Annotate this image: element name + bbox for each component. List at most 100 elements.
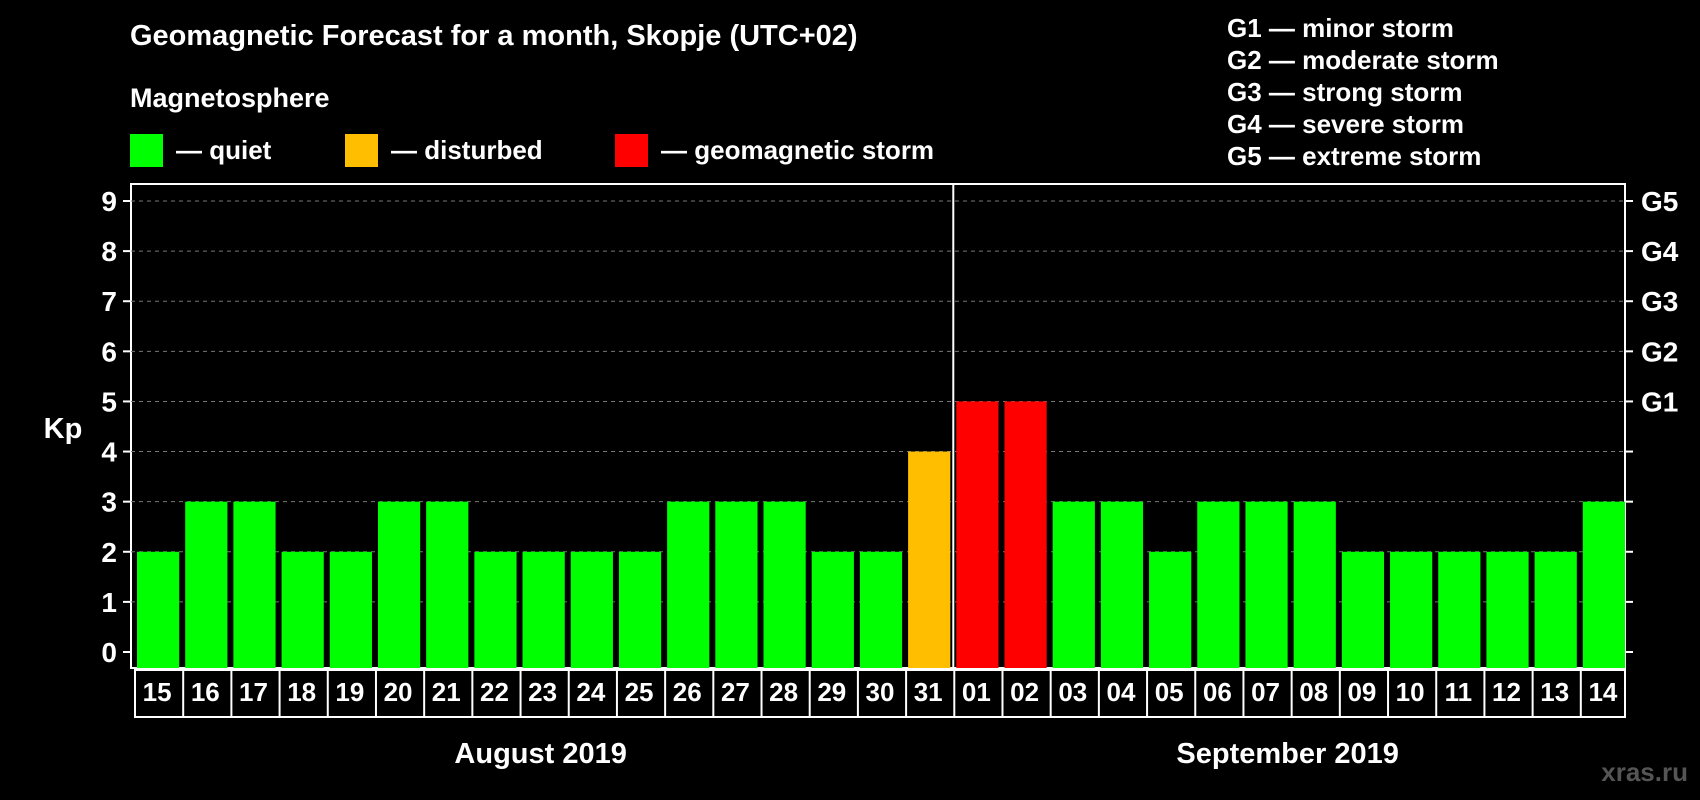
bar	[426, 501, 469, 668]
bar	[1197, 501, 1240, 668]
x-tick-label: 24	[576, 677, 605, 707]
date-row-frame	[134, 669, 1626, 718]
x-tick-label: 14	[1588, 677, 1617, 707]
bar	[1149, 551, 1192, 668]
bar	[908, 451, 951, 668]
bar	[1341, 551, 1385, 668]
g-scale-label: G1	[1641, 386, 1678, 417]
legend-item-quiet: — quiet	[130, 133, 271, 167]
bar	[522, 551, 565, 668]
bar	[715, 501, 758, 668]
x-tick-label: 03	[1058, 677, 1087, 707]
bar	[763, 501, 806, 668]
legend-item-disturbed: — disturbed	[345, 133, 543, 167]
x-tick-label: 07	[1251, 677, 1280, 707]
x-tick-label: 04	[1107, 677, 1136, 707]
bar	[618, 551, 662, 668]
legend-swatch-quiet	[130, 133, 163, 167]
y-tick-label: 5	[101, 386, 117, 417]
x-tick-label: 21	[432, 677, 461, 707]
legend-item-storm: — geomagnetic storm	[615, 133, 934, 167]
y-tick-label: 8	[101, 236, 117, 267]
x-tick-label: 08	[1299, 677, 1328, 707]
x-tick-label: 16	[191, 677, 220, 707]
bar	[667, 501, 710, 668]
bar	[185, 501, 228, 668]
y-tick-label: 6	[101, 336, 117, 367]
bar	[1100, 501, 1144, 668]
storm-scale-g3: G3 — strong storm	[1227, 77, 1463, 107]
g-scale-label: G3	[1641, 286, 1678, 317]
storm-scale-g5: G5 — extreme storm	[1227, 141, 1482, 171]
bar	[1052, 501, 1095, 668]
bar	[570, 551, 613, 668]
bar	[329, 551, 372, 668]
legend-label-quiet: — quiet	[176, 134, 272, 165]
x-tick-label: 02	[1010, 677, 1039, 707]
chart-subtitle: Magnetosphere	[130, 83, 330, 113]
g-scale-label: G2	[1641, 336, 1678, 367]
bar	[233, 501, 276, 668]
y-tick-label: 2	[101, 537, 117, 568]
bar	[137, 551, 180, 668]
g-scale-label: G5	[1641, 186, 1678, 217]
bar	[1293, 501, 1336, 668]
x-tick-label: 06	[1203, 677, 1232, 707]
y-tick-label: 1	[101, 587, 117, 618]
x-tick-label: 28	[769, 677, 798, 707]
legend-swatch-disturbed	[345, 133, 378, 167]
x-tick-label: 26	[673, 677, 702, 707]
x-tick-label: 23	[528, 677, 557, 707]
x-tick-label: 22	[480, 677, 509, 707]
bar	[1582, 501, 1625, 668]
x-tick-label: 12	[1492, 677, 1521, 707]
x-tick-label: 15	[143, 677, 172, 707]
bar	[1390, 551, 1433, 668]
bar	[859, 551, 903, 668]
y-tick-label: 0	[101, 637, 117, 668]
x-tick-label: 27	[721, 677, 750, 707]
y-tick-label: 9	[101, 186, 117, 217]
x-tick-label: 30	[866, 677, 895, 707]
x-tick-label: 10	[1396, 677, 1425, 707]
watermark: xras.ru	[1601, 757, 1688, 787]
x-tick-label: 18	[287, 677, 316, 707]
y-tick-label: 3	[101, 487, 117, 518]
y-tick-label: 7	[101, 286, 117, 317]
legend-label-disturbed: — disturbed	[391, 134, 543, 165]
g-scale-label: G4	[1641, 236, 1679, 267]
chart-title: Geomagnetic Forecast for a month, Skopje…	[130, 20, 858, 52]
storm-scale-g2: G2 — moderate storm	[1227, 45, 1499, 75]
y-tick-label: 4	[101, 437, 117, 468]
bar	[377, 501, 421, 668]
bar	[1534, 551, 1577, 668]
x-tick-label: 29	[817, 677, 846, 707]
storm-scale-legend: G1 — minor storm G2 — moderate storm G3 …	[1227, 12, 1499, 172]
x-tick-label: 19	[335, 677, 364, 707]
bar	[474, 551, 517, 668]
x-tick-label: 05	[1155, 677, 1184, 707]
x-tick-label: 09	[1347, 677, 1376, 707]
x-tick-label: 13	[1540, 677, 1569, 707]
y-axis-title: Kp	[44, 413, 83, 445]
x-tick-label: 17	[239, 677, 268, 707]
bar	[1486, 551, 1529, 668]
legend-swatch-storm	[615, 133, 648, 167]
x-tick-label: 01	[962, 677, 991, 707]
x-tick-label: 25	[625, 677, 654, 707]
bar	[1438, 551, 1481, 668]
bar	[811, 551, 854, 668]
storm-scale-g1: G1 — minor storm	[1227, 13, 1454, 43]
bar	[1245, 501, 1288, 668]
legend-label-storm: — geomagnetic storm	[661, 134, 935, 165]
x-tick-label: 31	[914, 677, 943, 707]
bar	[281, 551, 324, 668]
bar	[1004, 401, 1047, 668]
x-tick-label: 11	[1445, 677, 1473, 707]
storm-scale-g4: G4 — severe storm	[1227, 109, 1465, 139]
month-label: September 2019	[1176, 738, 1398, 770]
x-tick-label: 20	[384, 677, 413, 707]
bar	[956, 401, 999, 668]
month-label: August 2019	[454, 738, 626, 770]
